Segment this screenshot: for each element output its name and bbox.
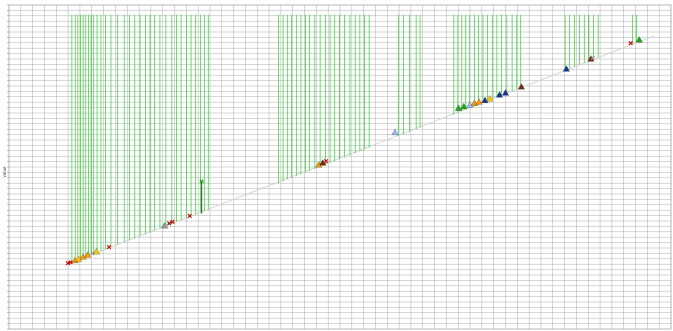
triangle-marker — [161, 222, 169, 229]
triangle-marker — [502, 89, 509, 96]
cross-marker — [68, 260, 73, 265]
triangle-marker — [496, 91, 503, 98]
y-axis-label: value — [2, 166, 7, 177]
grid-lines — [9, 5, 671, 329]
triangle-marker — [455, 104, 462, 111]
triangle-marker — [562, 65, 570, 72]
triangle-marker — [391, 128, 399, 136]
cross-marker — [90, 250, 95, 256]
triangle-marker — [635, 36, 643, 43]
cross-marker — [106, 244, 112, 250]
cross-marker — [170, 219, 175, 224]
cross-marker — [590, 55, 596, 61]
triangle-marker — [92, 248, 100, 255]
stem-series — [71, 14, 637, 263]
cross-marker — [628, 41, 633, 46]
y-tick-labels — [7, 4, 9, 330]
triangle-marker — [486, 95, 494, 102]
triangle-marker — [481, 96, 489, 103]
triangle-marker — [84, 251, 92, 258]
cross-marker — [187, 213, 192, 219]
triangle-marker — [79, 253, 87, 260]
triangle-marker — [466, 101, 474, 108]
cross-marker — [65, 261, 71, 266]
triangle-marker — [460, 102, 468, 110]
marker-series — [65, 36, 643, 266]
cross-marker — [199, 179, 204, 184]
triangle-marker — [75, 255, 82, 262]
triangle-marker — [475, 98, 483, 105]
cross-marker — [323, 158, 329, 164]
triangle-marker — [517, 83, 525, 90]
cross-marker — [167, 221, 172, 226]
